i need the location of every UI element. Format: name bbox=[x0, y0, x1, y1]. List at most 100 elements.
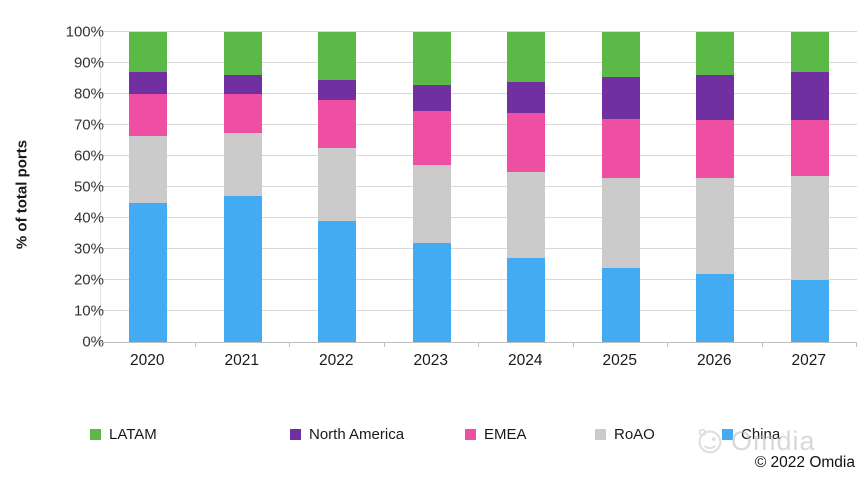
bar-segment-emea-2026 bbox=[696, 120, 735, 178]
x-axis-tickmark bbox=[194, 343, 196, 347]
bars-row bbox=[101, 32, 857, 342]
xtick-label-2027: 2027 bbox=[791, 352, 826, 369]
legend-swatch-roao bbox=[595, 429, 606, 440]
gridline-10% bbox=[101, 310, 857, 311]
bar-segment-emea-2021 bbox=[223, 94, 262, 133]
legend: LATAM North America EMEA RoAO China bbox=[0, 426, 865, 446]
bar-segment-north-america-2026 bbox=[696, 75, 735, 121]
bar-segment-roao-2027 bbox=[790, 176, 829, 280]
bar-segment-emea-2027 bbox=[790, 120, 829, 177]
bar-segment-north-america-2027 bbox=[790, 72, 829, 121]
gridline-40% bbox=[101, 217, 857, 218]
gridline-20% bbox=[101, 279, 857, 280]
x-axis-tickmark bbox=[478, 343, 479, 347]
legend-swatch-north-america bbox=[290, 429, 301, 440]
ytick-label-10%: 10% bbox=[73, 302, 104, 320]
bar-slot-2020 bbox=[101, 32, 196, 342]
xtick-label-2021: 2021 bbox=[224, 352, 259, 369]
ytick-label-0%: 0% bbox=[82, 333, 104, 351]
x-axis-line bbox=[100, 342, 857, 343]
bar-segment-roao-2023 bbox=[412, 165, 451, 243]
ytick-label-20%: 20% bbox=[73, 271, 104, 289]
xtick-label-2025: 2025 bbox=[602, 352, 637, 369]
ytick-label-40%: 40% bbox=[73, 209, 104, 227]
ytick-label-90%: 90% bbox=[73, 54, 104, 72]
legend-label: EMEA bbox=[484, 426, 527, 443]
bar-2025 bbox=[601, 32, 640, 342]
bar-segment-north-america-2021 bbox=[223, 75, 262, 95]
bar-segment-roao-2021 bbox=[223, 132, 262, 197]
bar-2026 bbox=[696, 32, 735, 342]
ytick-label-50%: 50% bbox=[73, 178, 104, 196]
bar-segment-latam-2024 bbox=[507, 32, 546, 82]
xtick-label-2020: 2020 bbox=[130, 352, 165, 369]
gridline-80% bbox=[101, 93, 857, 94]
y-axis-title: % of total ports bbox=[13, 139, 31, 250]
bar-segment-latam-2023 bbox=[412, 32, 451, 85]
x-axis-tickmark bbox=[100, 343, 101, 347]
bar-segment-emea-2025 bbox=[601, 118, 640, 178]
bar-slot-2024 bbox=[479, 32, 574, 342]
bar-segment-latam-2020 bbox=[129, 32, 168, 73]
bar-segment-latam-2022 bbox=[318, 32, 357, 81]
plot-area bbox=[100, 31, 857, 342]
legend-item-china: China bbox=[722, 426, 780, 443]
x-axis-tickmark bbox=[383, 343, 385, 347]
bar-2027 bbox=[790, 32, 829, 342]
gridline-50% bbox=[101, 186, 857, 187]
bar-segment-china-2020 bbox=[129, 202, 168, 342]
ytick-label-70%: 70% bbox=[73, 116, 104, 134]
x-axis-tickmark bbox=[761, 343, 763, 347]
bar-2022 bbox=[318, 32, 357, 342]
gridline-30% bbox=[101, 248, 857, 249]
bar-segment-north-america-2025 bbox=[601, 76, 640, 119]
xtick-label-2026: 2026 bbox=[697, 352, 732, 369]
x-axis-tickmark bbox=[856, 343, 857, 347]
legend-swatch-china bbox=[722, 429, 733, 440]
bar-segment-north-america-2020 bbox=[129, 72, 168, 95]
bar-segment-emea-2024 bbox=[507, 112, 546, 172]
legend-swatch-latam bbox=[90, 429, 101, 440]
xtick-label-2022: 2022 bbox=[319, 352, 354, 369]
bar-segment-emea-2022 bbox=[318, 100, 357, 149]
bar-slot-2025 bbox=[574, 32, 669, 342]
legend-swatch-emea bbox=[465, 429, 476, 440]
legend-label: North America bbox=[309, 426, 405, 443]
bar-segment-roao-2026 bbox=[696, 177, 735, 274]
bar-segment-china-2027 bbox=[790, 280, 829, 342]
bar-segment-latam-2021 bbox=[223, 32, 262, 76]
ytick-label-60%: 60% bbox=[73, 147, 104, 165]
bar-segment-emea-2023 bbox=[412, 111, 451, 166]
bar-segment-china-2021 bbox=[223, 196, 262, 342]
xtick-label-2023: 2023 bbox=[413, 352, 448, 369]
bar-slot-2021 bbox=[196, 32, 291, 342]
x-axis-tickmark bbox=[572, 343, 574, 347]
legend-item-emea: EMEA bbox=[465, 426, 527, 443]
bar-segment-emea-2020 bbox=[129, 94, 168, 136]
bar-segment-roao-2020 bbox=[129, 135, 168, 203]
bar-segment-north-america-2022 bbox=[318, 80, 357, 101]
bar-2024 bbox=[507, 32, 546, 342]
legend-label: RoAO bbox=[614, 426, 655, 443]
legend-item-latam: LATAM bbox=[90, 426, 157, 443]
bar-segment-roao-2022 bbox=[318, 148, 357, 222]
legend-item-roao: RoAO bbox=[595, 426, 655, 443]
copyright-text: © 2022 Omdia bbox=[754, 454, 855, 471]
bar-slot-2022 bbox=[290, 32, 385, 342]
legend-label: China bbox=[741, 426, 781, 443]
bar-slot-2027 bbox=[763, 32, 858, 342]
bar-2020 bbox=[129, 32, 168, 342]
bar-segment-roao-2025 bbox=[601, 177, 640, 268]
bar-slot-2023 bbox=[385, 32, 480, 342]
gridline-60% bbox=[101, 155, 857, 156]
bar-segment-china-2022 bbox=[318, 221, 357, 342]
legend-item-north-america: North America bbox=[290, 426, 404, 443]
bar-segment-china-2025 bbox=[601, 267, 640, 342]
bar-segment-latam-2027 bbox=[790, 32, 829, 73]
x-axis-tickmark bbox=[667, 343, 668, 347]
ytick-label-100%: 100% bbox=[65, 23, 104, 41]
bar-2021 bbox=[223, 32, 262, 342]
x-axis-tickmark bbox=[289, 343, 290, 347]
gridline-70% bbox=[101, 124, 857, 125]
